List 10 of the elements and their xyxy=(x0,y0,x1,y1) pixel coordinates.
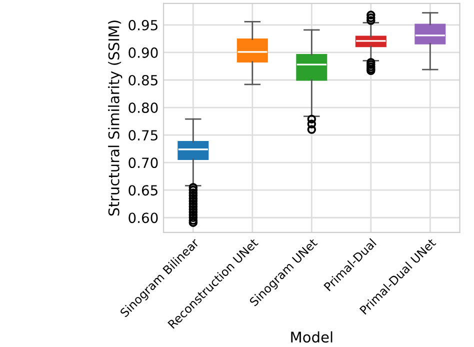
y-tick-label: 0.90 xyxy=(128,47,158,58)
y-tick-label: 0.70 xyxy=(128,158,158,168)
y-axis-title: Structural Similarity (SSIM) xyxy=(108,20,122,216)
y-tick-label: 0.60 xyxy=(128,212,158,224)
y-tick-label: 0.75 xyxy=(128,130,158,141)
y-tick-label: 0.95 xyxy=(128,20,158,30)
y-tick-label: 0.85 xyxy=(128,74,158,86)
y-tick-label: 0.65 xyxy=(128,185,158,196)
x-axis-title: Model xyxy=(291,331,332,343)
y-tick-label: 0.80 xyxy=(128,102,158,113)
